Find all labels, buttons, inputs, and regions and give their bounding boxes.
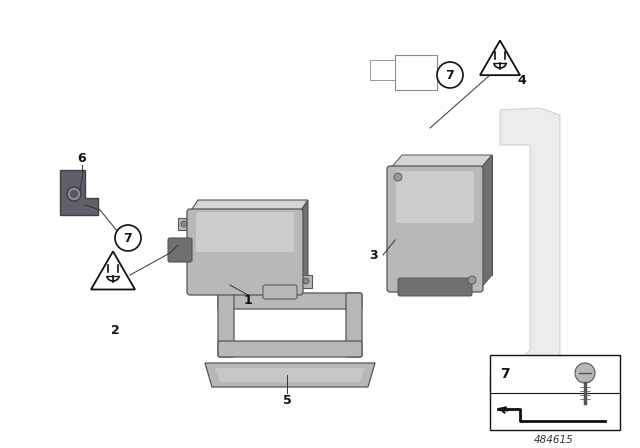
Polygon shape xyxy=(390,155,492,169)
Polygon shape xyxy=(205,363,375,387)
Polygon shape xyxy=(480,155,492,289)
Text: 7: 7 xyxy=(124,232,132,245)
Polygon shape xyxy=(490,108,560,390)
Polygon shape xyxy=(300,200,308,292)
Text: 7: 7 xyxy=(445,69,454,82)
FancyBboxPatch shape xyxy=(187,209,303,295)
Polygon shape xyxy=(91,251,135,289)
Text: 4: 4 xyxy=(518,73,526,86)
Polygon shape xyxy=(395,55,437,90)
Circle shape xyxy=(181,221,187,227)
Polygon shape xyxy=(60,170,98,215)
Circle shape xyxy=(437,62,463,88)
Circle shape xyxy=(67,187,81,201)
Bar xyxy=(490,355,620,430)
Polygon shape xyxy=(370,60,395,80)
Text: 7: 7 xyxy=(500,367,509,381)
FancyBboxPatch shape xyxy=(396,171,474,223)
FancyBboxPatch shape xyxy=(168,238,192,262)
Polygon shape xyxy=(300,275,312,288)
Polygon shape xyxy=(402,155,492,275)
Circle shape xyxy=(70,190,78,198)
FancyBboxPatch shape xyxy=(218,293,234,357)
Text: 1: 1 xyxy=(244,293,252,306)
FancyBboxPatch shape xyxy=(218,341,362,357)
Text: 6: 6 xyxy=(77,151,86,164)
Text: 484615: 484615 xyxy=(534,435,574,445)
FancyBboxPatch shape xyxy=(387,166,483,292)
FancyBboxPatch shape xyxy=(218,293,362,309)
FancyBboxPatch shape xyxy=(263,285,297,299)
Circle shape xyxy=(468,276,476,284)
Circle shape xyxy=(303,278,309,284)
Text: 5: 5 xyxy=(283,393,291,406)
Circle shape xyxy=(394,173,402,181)
FancyBboxPatch shape xyxy=(346,293,362,357)
Text: 2: 2 xyxy=(111,323,120,336)
Polygon shape xyxy=(178,218,190,230)
FancyBboxPatch shape xyxy=(398,278,472,296)
Text: 3: 3 xyxy=(369,249,378,262)
Polygon shape xyxy=(190,200,308,212)
Polygon shape xyxy=(215,368,365,382)
FancyBboxPatch shape xyxy=(196,212,294,252)
Circle shape xyxy=(575,363,595,383)
Circle shape xyxy=(115,225,141,251)
Polygon shape xyxy=(480,40,520,75)
